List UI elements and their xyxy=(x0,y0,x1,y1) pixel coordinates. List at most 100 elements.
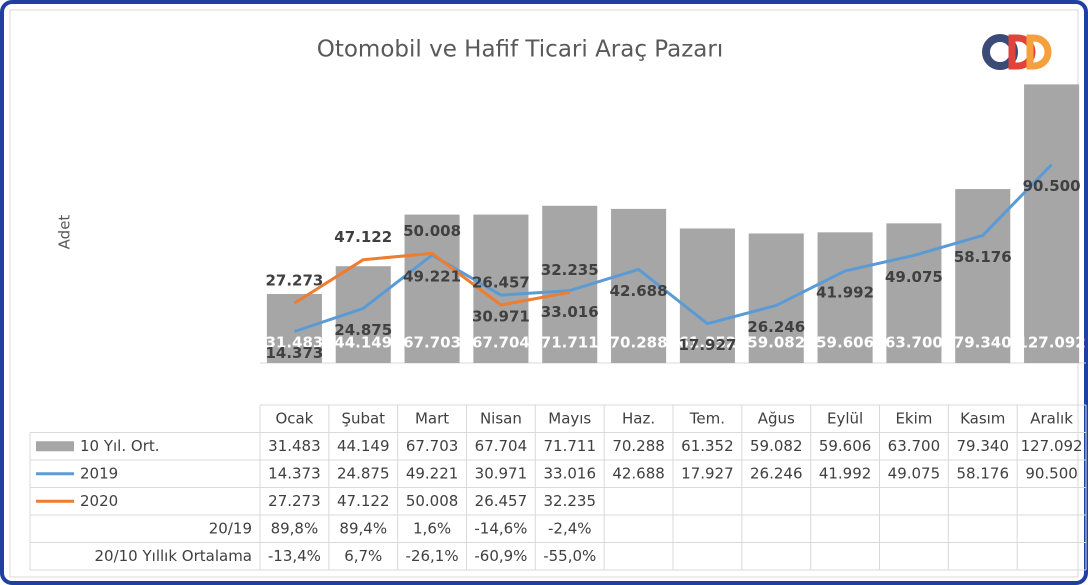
bar xyxy=(817,232,873,363)
x-tick-label: Ekim xyxy=(895,409,932,427)
line-value-label: 17.927 xyxy=(678,336,736,354)
bar-value-label: 59.082 xyxy=(747,334,805,352)
table-value: 49.221 xyxy=(406,464,459,482)
table-value: -55,0% xyxy=(543,547,596,565)
line-value-label: 27.273 xyxy=(265,272,323,290)
line-value-label: 90.500 xyxy=(1023,177,1081,195)
x-tick-label: Tem. xyxy=(689,409,725,427)
bar-value-label: 67.703 xyxy=(403,334,461,352)
line xyxy=(293,251,571,307)
bar-value-label: 59.606 xyxy=(816,334,874,352)
legend-key xyxy=(36,441,74,452)
line-value-label: 50.008 xyxy=(403,222,461,240)
line-value-label: 47.122 xyxy=(334,228,392,246)
line-value-label: 26.457 xyxy=(472,273,530,291)
bar-value-label: 63.700 xyxy=(885,334,943,352)
bar xyxy=(404,214,460,363)
line-value-label: 42.688 xyxy=(610,282,668,300)
table-value: 89,4% xyxy=(339,519,387,537)
line-value-label: 30.971 xyxy=(472,308,530,326)
line-value-label: 49.221 xyxy=(403,268,461,286)
table-value: -13,4% xyxy=(268,547,321,565)
table-value: 49.075 xyxy=(888,464,941,482)
table-value: 6,7% xyxy=(344,547,382,565)
table-value: 27.273 xyxy=(268,492,321,510)
table-value: 127.092 xyxy=(1021,437,1083,455)
table-value: 90.500 xyxy=(1025,464,1078,482)
x-tick-label: Kasım xyxy=(960,409,1005,427)
x-tick-label: Mayıs xyxy=(548,409,591,427)
table-value: 31.483 xyxy=(268,437,321,455)
table-value: 71.711 xyxy=(544,437,597,455)
bar xyxy=(1024,84,1080,363)
row-label: 20/19 xyxy=(209,519,252,537)
line xyxy=(293,163,1053,333)
line-value-label: 24.875 xyxy=(334,321,392,339)
logo xyxy=(982,34,1052,70)
legend-label: 2019 xyxy=(80,464,118,482)
x-tick-label: Eylül xyxy=(827,409,863,427)
table-value: 79.340 xyxy=(957,437,1010,455)
line-value-label: 33.016 xyxy=(541,303,599,321)
table-value: 59.606 xyxy=(819,437,872,455)
table-value: 42.688 xyxy=(612,464,665,482)
legend-label: 10 Yıl. Ort. xyxy=(80,437,160,455)
line-value-label: 58.176 xyxy=(954,248,1012,266)
table-value: 58.176 xyxy=(957,464,1010,482)
table-value: 61.352 xyxy=(681,437,734,455)
x-tick-label: Ocak xyxy=(275,409,313,427)
line-value-label: 14.373 xyxy=(265,344,323,362)
x-tick-label: Ağus xyxy=(758,409,795,427)
table-value: 24.875 xyxy=(337,464,390,482)
table-value: 26.457 xyxy=(475,492,528,510)
table-value: 14.373 xyxy=(268,464,321,482)
table-value: 50.008 xyxy=(406,492,459,510)
bar xyxy=(748,233,804,363)
bar-value-label: 67.704 xyxy=(472,334,530,352)
bar xyxy=(679,228,735,363)
table-value: 44.149 xyxy=(337,437,390,455)
table-value: 32.235 xyxy=(544,492,597,510)
legend-label: 2020 xyxy=(80,492,118,510)
bar-value-label: 31.483 xyxy=(265,334,323,352)
table-value: 17.927 xyxy=(681,464,734,482)
table-value: 30.971 xyxy=(475,464,528,482)
x-tick-label: Nisan xyxy=(480,409,522,427)
table-value: 26.246 xyxy=(750,464,803,482)
table-value: 59.082 xyxy=(750,437,803,455)
table-value: 63.700 xyxy=(888,437,941,455)
bar-value-label: 79.340 xyxy=(954,334,1012,352)
y-axis-label: Adet xyxy=(56,215,74,250)
table-value: -2,4% xyxy=(548,519,592,537)
chart-title: Otomobil ve Hafif Ticari Araç Pazarı xyxy=(317,37,724,63)
line-value-label: 26.246 xyxy=(747,318,805,336)
table-value: 33.016 xyxy=(544,464,597,482)
x-tick-label: Haz. xyxy=(622,409,655,427)
x-tick-label: Aralık xyxy=(1030,409,1073,427)
bar xyxy=(886,223,942,363)
table-value: 70.288 xyxy=(612,437,665,455)
line-value-label: 32.235 xyxy=(541,261,599,279)
table-value: 67.703 xyxy=(406,437,459,455)
bar xyxy=(611,208,667,363)
line-value-label: 41.992 xyxy=(816,283,874,301)
bar xyxy=(473,214,529,363)
table-value: -60,9% xyxy=(474,547,527,565)
x-tick-label: Mart xyxy=(415,409,449,427)
row-label: 20/10 Yıllık Ortalama xyxy=(95,547,253,565)
x-tick-label: Şubat xyxy=(341,409,385,427)
line-value-label: 49.075 xyxy=(885,268,943,286)
bar-value-label: 44.149 xyxy=(334,334,392,352)
bar-value-label: 71.711 xyxy=(541,334,599,352)
table-value: 89,8% xyxy=(271,519,319,537)
bar-value-label: 127.092 xyxy=(1017,334,1085,352)
table-value: -14,6% xyxy=(474,519,527,537)
table-value: 41.992 xyxy=(819,464,872,482)
table-value: -26,1% xyxy=(406,547,459,565)
table-value: 1,6% xyxy=(413,519,451,537)
table-value: 67.704 xyxy=(475,437,528,455)
bar xyxy=(266,293,322,363)
bar-value-label: 70.288 xyxy=(610,334,668,352)
